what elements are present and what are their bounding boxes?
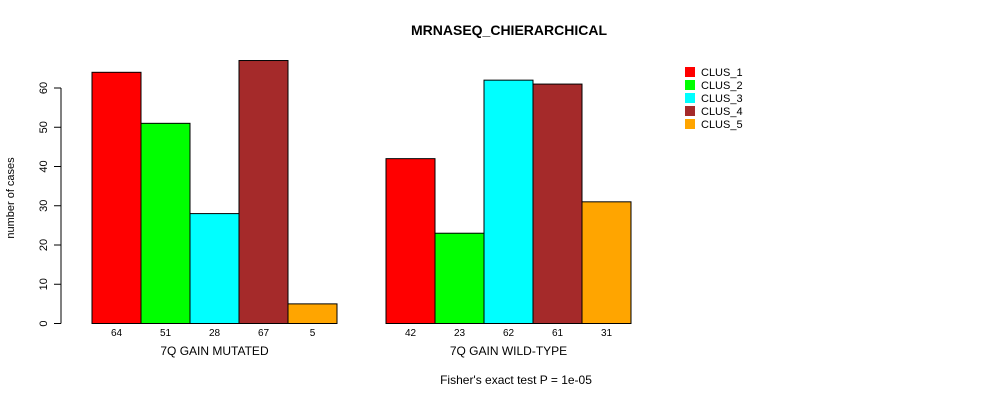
bar-value-label: 64 <box>111 328 123 339</box>
bar-value-label: 61 <box>552 328 564 339</box>
bar-value-label: 67 <box>258 328 270 339</box>
bar-value-label: 51 <box>160 328 172 339</box>
legend-swatch <box>685 119 695 129</box>
y-tick-label: 10 <box>38 278 50 290</box>
y-tick-label: 30 <box>38 200 50 212</box>
y-tick-label: 50 <box>38 121 50 133</box>
bar <box>385 158 436 324</box>
y-tick-label: 0 <box>38 320 50 326</box>
group-label: 7Q GAIN MUTATED <box>160 344 269 358</box>
bar-value-label: 31 <box>601 328 613 339</box>
bar <box>140 122 191 324</box>
y-tick-label: 40 <box>38 160 50 172</box>
bar-value-label: 42 <box>405 328 417 339</box>
bar-value-label: 28 <box>209 328 221 339</box>
bar-value-label: 23 <box>454 328 466 339</box>
footnote: Fisher's exact test P = 1e-05 <box>440 373 592 387</box>
bars: 64 51 28 67 5 42 23 62 61 31 <box>91 60 632 339</box>
bar <box>532 83 583 324</box>
y-tick-label: 60 <box>38 82 50 94</box>
legend-swatch <box>685 93 695 103</box>
legend-label: CLUS_3 <box>701 93 743 105</box>
bar <box>581 201 632 324</box>
legend-swatch <box>685 106 695 116</box>
bar <box>483 79 534 325</box>
bar <box>91 71 142 324</box>
y-axis-label: number of cases <box>5 157 17 239</box>
y-axis: 0 10 20 30 40 50 60 <box>38 82 62 327</box>
y-tick-label: 20 <box>38 239 50 251</box>
bar <box>434 232 485 325</box>
bar-value-label: 5 <box>310 328 316 339</box>
legend-label: CLUS_1 <box>701 67 743 79</box>
legend-label: CLUS_5 <box>701 119 743 131</box>
chart-title: MRNASEQ_CHIERARCHICAL <box>411 22 607 38</box>
group-labels: 7Q GAIN MUTATED 7Q GAIN WILD-TYPE <box>160 344 567 358</box>
legend-label: CLUS_2 <box>701 80 743 92</box>
bar <box>238 60 289 325</box>
bar <box>189 213 240 325</box>
legend-swatch <box>685 67 695 77</box>
bar-value-label: 62 <box>503 328 515 339</box>
legend-label: CLUS_4 <box>701 106 743 118</box>
legend-swatch <box>685 80 695 90</box>
bar <box>287 303 338 324</box>
group-label: 7Q GAIN WILD-TYPE <box>450 344 567 358</box>
